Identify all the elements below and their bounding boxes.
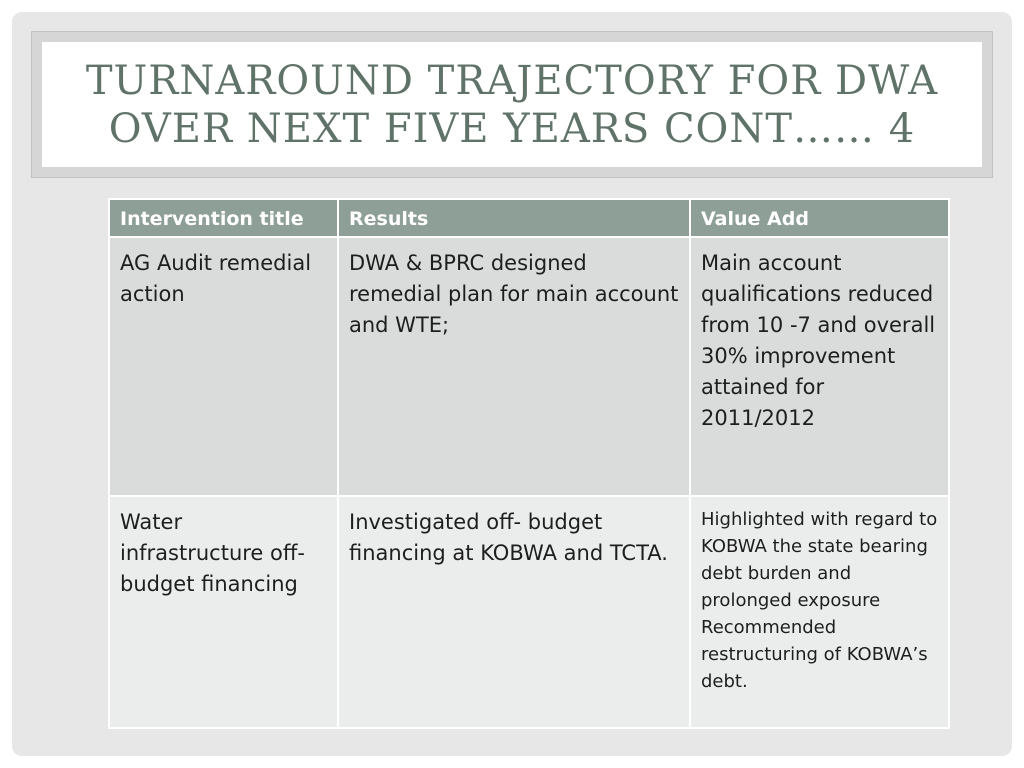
title-frame: TURNAROUND TRAJECTORY FOR DWA OVER NEXT …: [31, 31, 993, 178]
intervention-table: Intervention title Results Value Add AG …: [108, 198, 950, 729]
cell-value-add: Main account qualifications reduced from…: [689, 236, 950, 497]
cell-intervention: AG Audit remedial action: [108, 236, 339, 497]
table-header-row: Intervention title Results Value Add: [108, 198, 950, 238]
title-box: TURNAROUND TRAJECTORY FOR DWA OVER NEXT …: [42, 42, 982, 167]
cell-results: Investigated off- budget financing at KO…: [337, 495, 691, 729]
slide-title: TURNAROUND TRAJECTORY FOR DWA OVER NEXT …: [85, 57, 939, 152]
cell-results: DWA & BPRC designed remedial plan for ma…: [337, 236, 691, 497]
header-results: Results: [337, 198, 691, 238]
cell-intervention: Water infrastructure off-budget financin…: [108, 495, 339, 729]
cell-value-add: Highlighted with regard to KOBWA the sta…: [689, 495, 950, 729]
header-intervention-title: Intervention title: [108, 198, 339, 238]
table-row: AG Audit remedial action DWA & BPRC desi…: [108, 236, 950, 497]
header-value-add: Value Add: [689, 198, 950, 238]
table-row: Water infrastructure off-budget financin…: [108, 495, 950, 729]
